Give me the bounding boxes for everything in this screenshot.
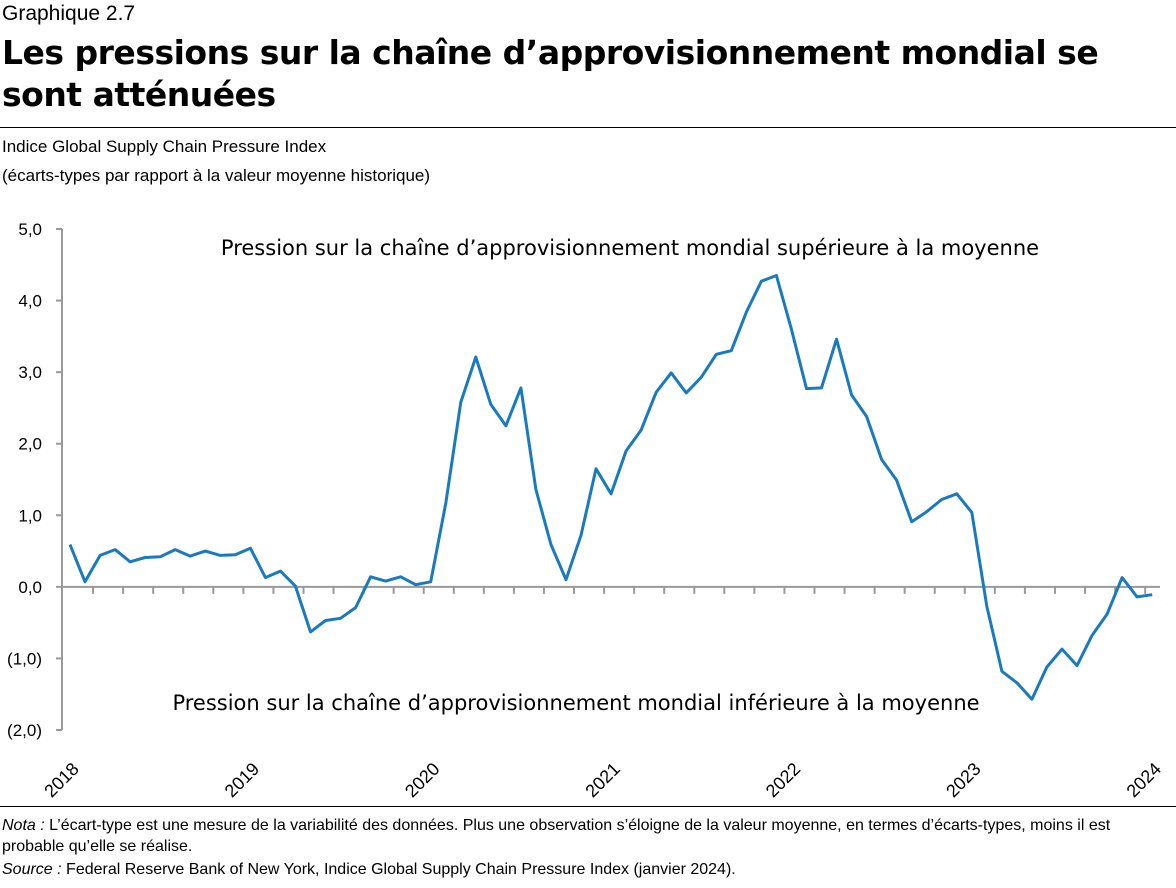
- divider: [0, 127, 1176, 128]
- annotation-below: Pression sur la chaîne d’approvisionneme…: [172, 691, 979, 715]
- y-tick-label: 3,0: [18, 363, 42, 382]
- y-tick-label: 1,0: [18, 506, 42, 525]
- x-tick-label: 2024: [1123, 759, 1165, 800]
- y-tick-label: 5,0: [18, 220, 42, 239]
- note-label: Nota :: [2, 817, 45, 834]
- source: Source : Federal Reserve Bank of New Yor…: [2, 859, 1172, 880]
- note: Nota : L’écart-type est une mesure de la…: [2, 815, 1172, 857]
- annotation-above: Pression sur la chaîne d’approvisionneme…: [221, 236, 1039, 260]
- note-text: L’écart-type est une mesure de la variab…: [2, 817, 1111, 855]
- x-tick-label: 2023: [942, 759, 984, 800]
- y-tick-label: 0,0: [18, 578, 42, 597]
- y-tick-label: 4,0: [18, 292, 42, 311]
- line-chart: 5,0 4,0 3,0 2,0 1,0 0,0 (1,0) (2,0) 2018 2019 2020…: [7, 220, 1165, 800]
- source-text: Federal Reserve Bank of New York, Indice…: [61, 861, 736, 878]
- source-label: Source :: [2, 861, 62, 878]
- gscpi-series-line: [68, 274, 1153, 701]
- subtitle-units: (écarts-types par rapport à la valeur mo…: [2, 166, 431, 185]
- x-tick-label: 2019: [221, 759, 263, 800]
- subtitle: Indice Global Supply Chain Pressure Inde…: [2, 137, 327, 156]
- y-tick-label: (1,0): [7, 649, 42, 668]
- y-tick-label: (2,0): [7, 721, 42, 740]
- x-tick-label: 2021: [581, 759, 623, 800]
- x-tick-label: 2018: [40, 759, 82, 800]
- x-tick-label: 2020: [401, 759, 443, 800]
- x-tick-label: 2022: [762, 759, 804, 800]
- y-tick-label: 2,0: [18, 435, 42, 454]
- chart-title: Les pressions sur la chaîne d’approvisio…: [2, 33, 1099, 114]
- chart-number: Graphique 2.7: [2, 2, 136, 25]
- divider: [0, 806, 1176, 807]
